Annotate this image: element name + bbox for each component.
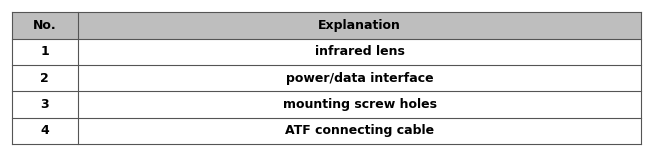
Bar xyxy=(12,91,78,118)
Text: infrared lens: infrared lens xyxy=(315,45,404,58)
Text: ATF connecting cable: ATF connecting cable xyxy=(285,124,434,137)
Text: 2: 2 xyxy=(40,72,49,84)
Text: 1: 1 xyxy=(40,45,49,58)
Text: power/data interface: power/data interface xyxy=(286,72,434,84)
Bar xyxy=(78,118,641,144)
Bar xyxy=(78,91,641,118)
Bar xyxy=(12,118,78,144)
Bar xyxy=(12,65,78,91)
Text: 3: 3 xyxy=(40,98,49,111)
Text: Explanation: Explanation xyxy=(318,19,401,32)
Bar xyxy=(78,12,641,39)
Text: mounting screw holes: mounting screw holes xyxy=(283,98,437,111)
Text: 4: 4 xyxy=(40,124,49,137)
Bar xyxy=(12,39,78,65)
Text: No.: No. xyxy=(33,19,57,32)
Bar xyxy=(78,39,641,65)
Bar xyxy=(12,12,78,39)
Bar xyxy=(78,65,641,91)
